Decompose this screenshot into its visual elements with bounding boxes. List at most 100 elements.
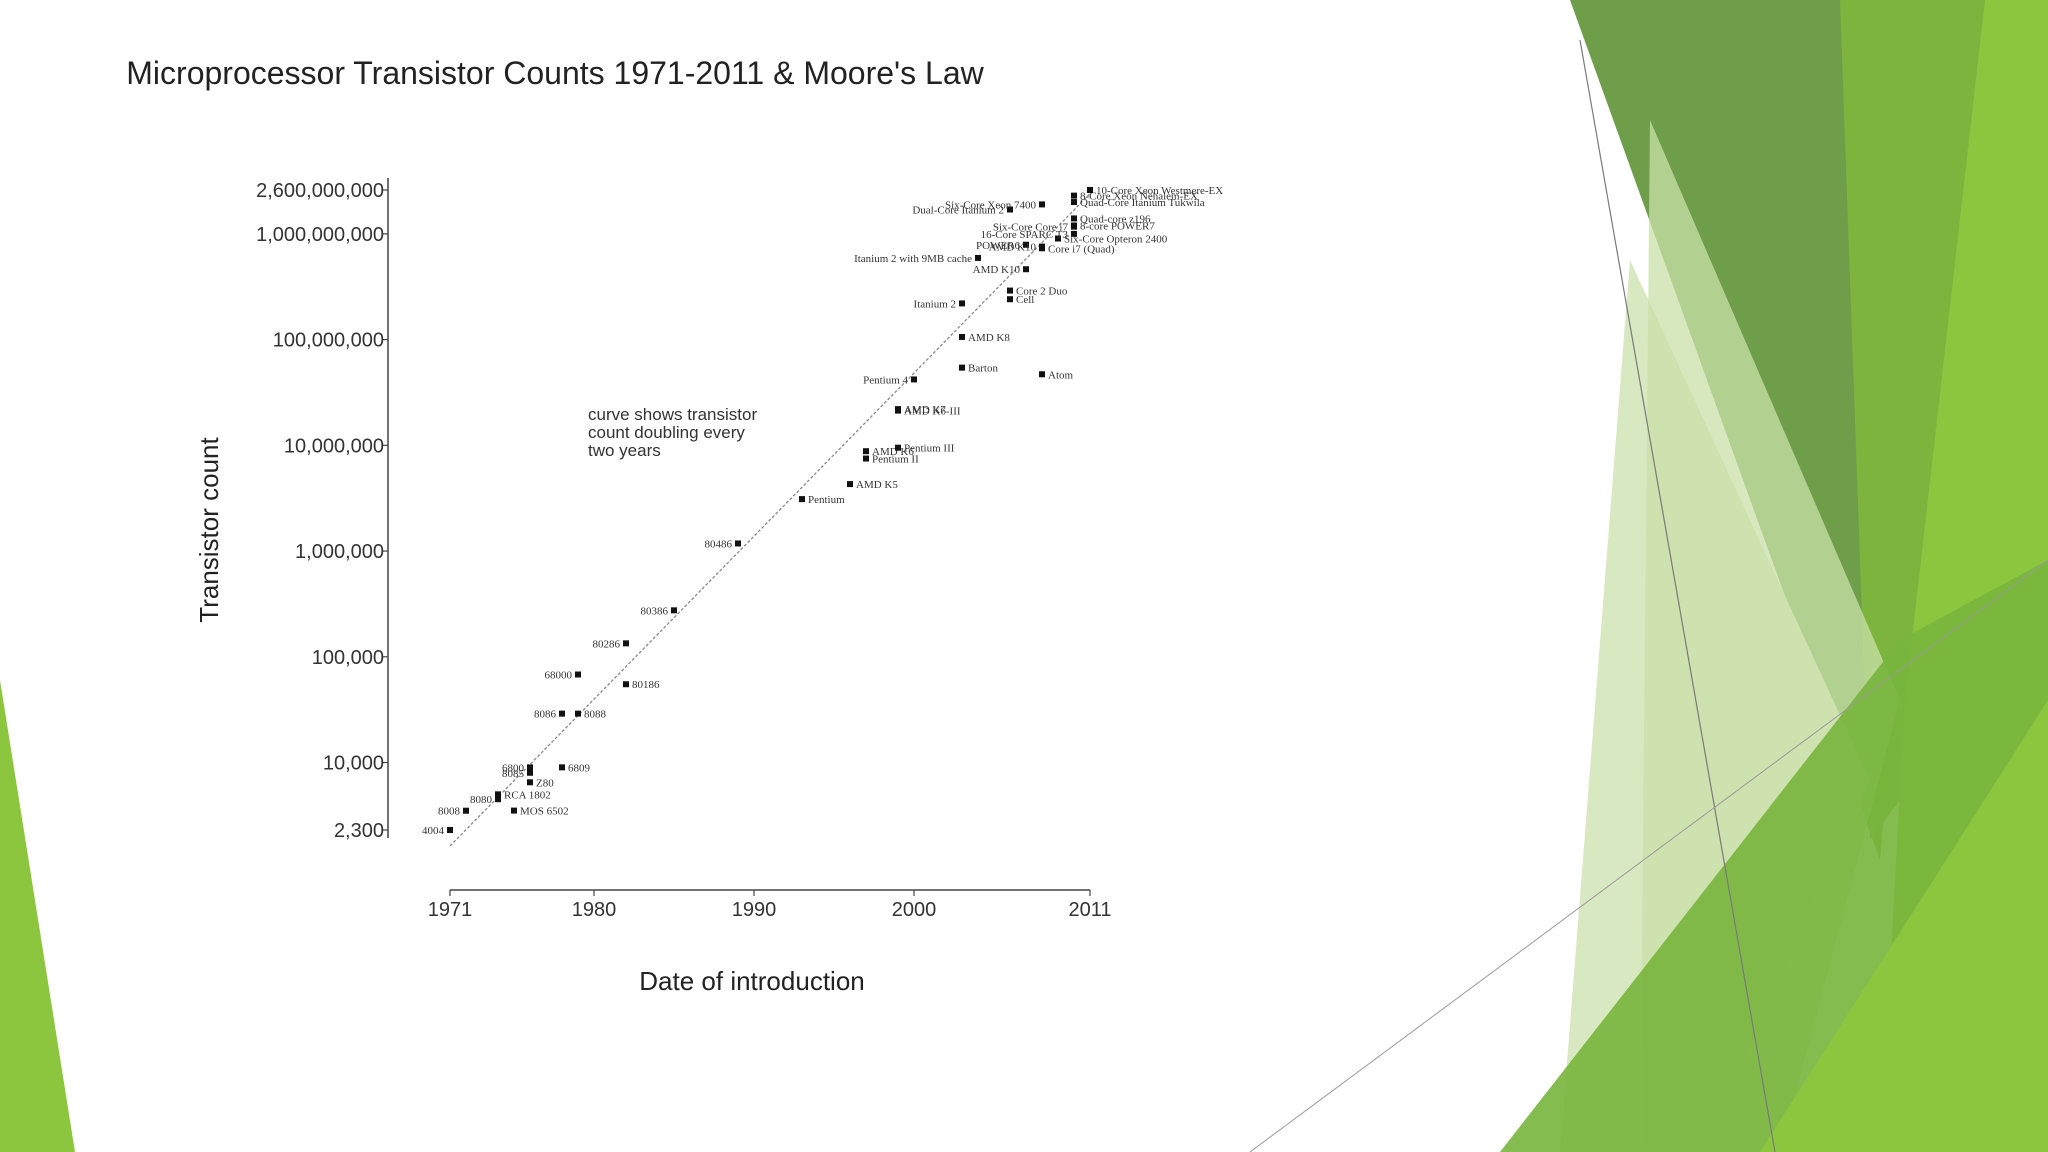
data-point (559, 710, 565, 717)
data-point (527, 769, 533, 776)
data-point-label: 6809 (568, 762, 591, 774)
data-point-label: 68000 (545, 669, 573, 681)
data-point-label: AMD K7 (904, 404, 946, 416)
data-point-label: 8080 (470, 794, 493, 806)
data-point-label: 6800 (502, 762, 525, 774)
data-point (495, 796, 501, 803)
annotation-line-1: curve shows transistor (588, 405, 757, 424)
data-point-label: 10-Core Xeon Westmere-EX (1096, 185, 1223, 197)
data-point-label: Atom (1048, 369, 1074, 381)
data-point (623, 640, 629, 647)
data-point (799, 496, 805, 503)
annotation-line-2: count doubling every (588, 423, 745, 442)
data-point-label: POWER6 (976, 240, 1021, 252)
data-point (527, 764, 533, 771)
data-point (1055, 235, 1061, 242)
bottom-bright-shape (1760, 700, 2048, 1152)
data-point-label: RCA 1802 (504, 789, 551, 801)
data-point (959, 300, 965, 307)
data-point (1039, 371, 1045, 378)
y-tick-label: 100,000,000 (273, 330, 384, 352)
data-point-label: 8088 (584, 709, 607, 721)
data-point-label: Pentium III (904, 443, 955, 455)
data-point-label: Six-Core Opteron 2400 (1064, 234, 1168, 246)
data-point-label: 8-core POWER7 (1080, 221, 1155, 233)
data-point (735, 540, 741, 547)
data-point-label: 80386 (641, 605, 669, 617)
x-tick-label: 1990 (732, 899, 777, 921)
y-tick-label: 2,600,000,000 (256, 180, 384, 202)
data-point (1007, 296, 1013, 303)
data-point-label: AMD K5 (856, 479, 898, 491)
data-point (447, 827, 453, 833)
x-tick-label: 2011 (1068, 899, 1111, 921)
data-point (575, 710, 581, 717)
data-point (1007, 206, 1013, 213)
left-green-wedge (0, 680, 75, 1152)
data-point (911, 376, 917, 383)
data-point-label: MOS 6502 (520, 806, 569, 818)
data-point (847, 481, 853, 488)
data-point (1007, 287, 1013, 294)
y-tick-label: 1,000,000 (295, 541, 384, 563)
data-point (1071, 223, 1077, 230)
data-point-label: 8008 (438, 806, 461, 818)
data-point-label: AMD K6-III (904, 406, 961, 418)
thin-line-2 (1249, 559, 2048, 1152)
data-point-label: Pentium 4 (863, 374, 908, 386)
data-point (495, 791, 501, 798)
data-point-label: Pentium II (872, 454, 919, 466)
annotation-line-3: two years (588, 441, 661, 460)
data-point (863, 448, 869, 455)
data-point (1023, 241, 1029, 248)
data-point-label: 8086 (534, 709, 557, 721)
data-point-label: AMD K10 (973, 264, 1021, 276)
data-point (1071, 215, 1077, 222)
y-tick-label: 2,300 (334, 820, 384, 842)
data-point (1023, 266, 1029, 273)
chart-axes: 2,600,000,000 1,000,000,000 100,000,000 10,… (256, 178, 1112, 921)
data-point (895, 444, 901, 451)
data-point (1039, 243, 1045, 250)
data-point-label: Core 2 Duo (1016, 286, 1068, 298)
data-point (575, 671, 581, 678)
data-point-label: AMD K8 (968, 332, 1010, 344)
x-tick-label: 2000 (892, 899, 937, 921)
data-point-label: 80186 (632, 679, 660, 691)
right-mid-shape (1840, 0, 2000, 840)
data-point-label: Six-Core Core i7 (993, 222, 1069, 234)
y-tick-label: 100,000 (312, 647, 384, 669)
data-point-label: Z80 (536, 777, 554, 789)
data-point-label: 8-Core Xeon Nehalem-EX (1080, 191, 1198, 203)
data-point-label: 8085 (502, 768, 525, 780)
x-axis-label: Date of introduction (639, 966, 864, 996)
data-point-label: AMD K10 (989, 242, 1037, 254)
thin-line-1 (1579, 39, 1776, 1152)
y-tick-label: 10,000 (323, 753, 384, 775)
data-point-label: 4004 (422, 825, 445, 837)
data-point-label: Pentium (808, 494, 845, 506)
data-point (959, 333, 965, 340)
data-point-label: Core i7 (Quad) (1048, 243, 1115, 255)
data-point (527, 779, 533, 786)
data-point (511, 807, 517, 814)
data-point (1071, 230, 1077, 237)
y-tick-label: 10,000,000 (284, 435, 384, 457)
data-point (1071, 199, 1077, 206)
y-axis-label: Transistor count (194, 437, 224, 623)
data-point (959, 364, 965, 371)
data-point (863, 455, 869, 462)
data-point-label: AMD K6 (872, 446, 914, 458)
y-tick-label: 1,000,000,000 (256, 224, 384, 246)
trend-line-group (449, 193, 1091, 847)
data-point-label: Six-Core Xeon 7400 (945, 199, 1037, 211)
data-point-label: Itanium 2 with 9MB cache (854, 253, 972, 265)
data-point (463, 807, 469, 814)
data-point-label: 80486 (705, 538, 733, 550)
data-point (671, 607, 677, 614)
data-point (975, 254, 981, 261)
data-point-label: Itanium 2 (914, 298, 956, 310)
